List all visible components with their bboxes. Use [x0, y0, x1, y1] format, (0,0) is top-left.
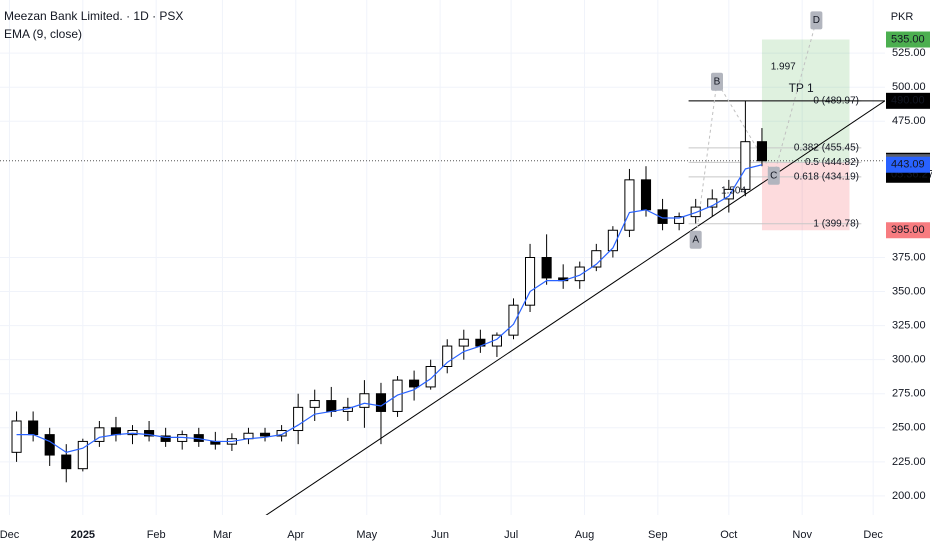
price-tag: [886, 222, 930, 239]
candle-body: [110, 427, 122, 436]
candle-body: [309, 400, 320, 408]
x-tick-label: Mar: [213, 529, 232, 541]
pattern-point-label: B: [714, 76, 721, 87]
candle-body: [127, 430, 138, 436]
trendline: [265, 100, 885, 515]
y-tick-label: 325.00: [892, 320, 926, 332]
candle-body: [458, 338, 469, 347]
candle-body: [574, 266, 585, 282]
candle-body: [144, 430, 155, 437]
candle-body: [591, 250, 602, 268]
y-tick-label: 250.00: [892, 422, 926, 434]
y-tick-label: 475.00: [892, 115, 926, 127]
x-tick-label: Feb: [147, 529, 166, 541]
pattern-point-box: [810, 11, 823, 30]
price-tag-label: 535.00: [891, 33, 925, 45]
pattern-point-label: D: [813, 15, 820, 26]
x-tick-label: May: [356, 529, 377, 541]
candle-body: [326, 400, 337, 412]
y-tick-label: 375.00: [892, 251, 926, 263]
price-tag-label: 490.00: [891, 95, 925, 107]
price-tag: [886, 156, 930, 173]
candle-body: [442, 345, 453, 367]
pattern-point-label: C: [770, 170, 777, 181]
candle-body: [160, 435, 171, 442]
candle-body: [524, 257, 536, 306]
candle-body: [28, 420, 39, 436]
candle-body: [425, 365, 436, 388]
indicator-label: EMA (9, close): [4, 27, 82, 41]
x-tick-label: Apr: [287, 529, 304, 541]
candle-body: [409, 379, 420, 388]
candle-body: [640, 179, 652, 211]
candle-body: [44, 434, 55, 456]
currency: PKR: [891, 11, 914, 23]
candle-body: [690, 206, 701, 218]
ema-line: [16, 164, 763, 453]
pattern-ratio: 1.504: [721, 185, 746, 196]
tp-label: TP 1: [789, 81, 814, 95]
x-tick-label: Jul: [504, 529, 518, 541]
x-tick-label: Oct: [720, 529, 737, 541]
pattern-ratio: 1.997: [771, 61, 796, 72]
x-tick-label: Aug: [575, 529, 595, 541]
y-tick-label: 200.00: [892, 490, 926, 502]
y-tick-label: 275.00: [892, 388, 926, 400]
candle-body: [61, 454, 72, 470]
fib-label: 1 (399.78): [813, 218, 859, 229]
candle-body: [756, 141, 768, 162]
candle-body: [359, 393, 370, 408]
candle-body: [607, 229, 618, 252]
candle-body: [77, 440, 88, 470]
candle-body: [259, 432, 271, 437]
plot-area: 0 (489.97)0.382 (455.45)0.5 (444.82)0.61…: [0, 0, 885, 515]
candle-body: [541, 257, 552, 279]
candle-body: [375, 393, 387, 412]
candle-body: [508, 304, 519, 336]
candle-body: [657, 209, 668, 224]
x-tick-label: Dec: [0, 529, 20, 541]
candle-body: [740, 141, 751, 190]
y-tick-label: 350.00: [892, 285, 926, 297]
candle-body: [293, 406, 304, 432]
pattern-point-label: A: [692, 234, 699, 245]
x-tick-label: Jun: [431, 529, 449, 541]
x-tick-label: 2025: [71, 529, 95, 541]
price-tag-label: 395.00: [891, 224, 925, 236]
price-tag: [886, 31, 930, 48]
pattern-point-box: [767, 166, 780, 185]
x-tick-label: Dec: [863, 529, 883, 541]
price-tag: [886, 92, 930, 109]
pattern-point-box: [710, 72, 723, 91]
pattern-point-box: [689, 230, 702, 249]
y-tick-label: 300.00: [892, 354, 926, 366]
y-tick-label: 225.00: [892, 456, 926, 468]
y-tick-label: 500.00: [892, 81, 926, 93]
pattern-line: [695, 20, 817, 240]
x-tick-label: Sep: [648, 529, 668, 541]
candle-body: [624, 179, 635, 231]
candle-body: [723, 188, 734, 200]
candle-body: [674, 216, 685, 224]
fib-label: 0.382 (455.45): [794, 143, 859, 154]
chart-title: Meezan Bank Limited. · 1D · PSX: [4, 9, 183, 23]
candle-body: [94, 427, 105, 442]
candle-body: [276, 430, 287, 437]
price-tag-label: 443.09: [891, 159, 925, 171]
fib-label: 0.5 (444.82): [805, 157, 859, 168]
y-tick-label: 525.00: [892, 47, 926, 59]
x-tick-label: Nov: [792, 529, 812, 541]
fib-label: 0.618 (434.19): [794, 171, 859, 182]
candle-body: [11, 420, 22, 453]
